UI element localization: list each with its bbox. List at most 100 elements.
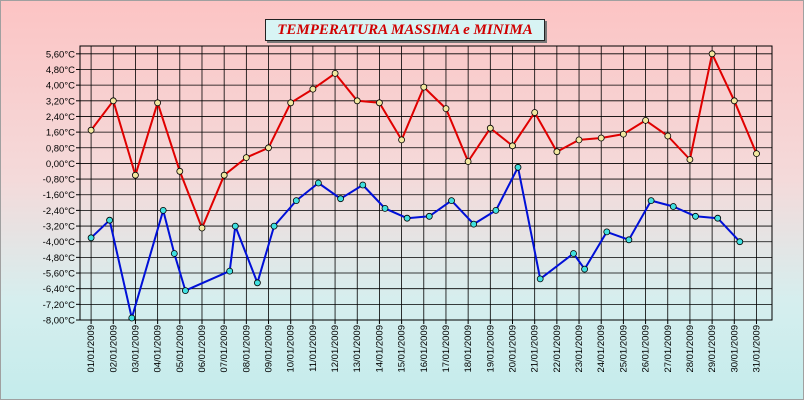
series-1-point [486, 124, 494, 132]
series-2-point [181, 287, 189, 295]
y-tick-label: 4,00°C [46, 81, 75, 92]
x-tick-label: 20/01/2009 [508, 325, 519, 373]
series-1-point [375, 99, 383, 107]
series-2-point [253, 279, 261, 287]
series-1-point [686, 156, 694, 163]
x-tick-label: 11/01/2009 [308, 325, 319, 372]
x-tick-label: 09/01/2009 [264, 325, 275, 373]
series-2-point [292, 197, 300, 205]
y-tick-label: 2,40°C [46, 112, 75, 123]
grid-lines [80, 46, 772, 320]
series-2-point [87, 234, 95, 242]
series-2-point [603, 228, 611, 236]
series-1-point [287, 99, 295, 107]
x-tick-label: 03/01/2009 [130, 325, 141, 373]
x-tick-label: 22/01/2009 [552, 325, 563, 373]
series-1-point [198, 224, 206, 232]
series-2-point [106, 216, 113, 224]
series-2-point [581, 265, 588, 273]
series-2-point [381, 204, 389, 212]
series-2-point [492, 206, 500, 214]
plot-area [79, 45, 773, 321]
series-1-point [509, 142, 516, 150]
x-tick-label: 01/01/2009 [86, 325, 97, 373]
series-1-point [109, 97, 117, 105]
series-2-point [514, 163, 522, 171]
x-tick-label: 06/01/2009 [197, 325, 208, 373]
x-tick-label: 31/01/2009 [751, 325, 762, 373]
series-2-point [570, 250, 577, 257]
series-1-point [553, 148, 561, 156]
x-tick-label: 12/01/2009 [330, 325, 341, 373]
series-1-point [398, 136, 406, 144]
y-tick-label: -4,80°C [43, 253, 75, 264]
y-tick-label: 4,80°C [46, 65, 75, 76]
series-2-point [669, 203, 677, 210]
x-tick-label: 27/01/2009 [663, 325, 674, 373]
series-2-point [226, 267, 234, 275]
series-1-point [597, 134, 605, 142]
y-tick-label: -1,60°C [43, 190, 75, 201]
y-axis: 5,60°C 4,80°C 4,00°C 3,20°C 2,40°C 1,60°C 0,80… [43, 49, 80, 327]
series-lines [87, 50, 760, 322]
series-1-point [730, 97, 738, 105]
series-1-point [708, 50, 716, 58]
series-1-point [642, 117, 649, 124]
y-tick-label: -5,60°C [43, 269, 75, 280]
x-tick-label: 18/01/2009 [463, 325, 474, 373]
series-1-point [242, 154, 250, 162]
series-1-point [420, 83, 428, 91]
chart-title: TEMPERATURA MASSIMA e MINIMA [265, 19, 545, 41]
x-tick-label: 07/01/2009 [219, 325, 230, 373]
series-1-point [664, 132, 672, 140]
series-2-point [170, 250, 178, 257]
y-tick-label: 0,00°C [46, 159, 75, 170]
series-1-point [265, 144, 272, 152]
series-2-point [403, 214, 411, 222]
series-1-point [331, 70, 339, 77]
x-tick-label: 15/01/2009 [397, 325, 408, 373]
y-tick-label: 3,20°C [46, 96, 75, 107]
x-tick-label: 17/01/2009 [441, 325, 452, 373]
series-2-point [425, 212, 433, 220]
x-tick-label: 19/01/2009 [485, 325, 496, 373]
series-2-point [692, 212, 699, 220]
y-tick-label: -2,40°C [43, 206, 75, 217]
y-tick-label: -4,00°C [43, 237, 75, 248]
series-1-point [87, 126, 95, 134]
x-tick-label: 24/01/2009 [596, 325, 607, 373]
series-2-point [359, 181, 367, 189]
series-2-point [448, 197, 455, 205]
series-2-point [128, 314, 136, 322]
series-2-point [625, 236, 633, 244]
x-tick-label: 23/01/2009 [574, 325, 585, 373]
series-1-point [131, 171, 139, 179]
x-tick-label: 14/01/2009 [374, 325, 385, 373]
x-tick-label: 29/01/2009 [707, 325, 718, 373]
y-tick-label: -3,20°C [43, 222, 75, 233]
x-tick-label: 13/01/2009 [352, 325, 363, 373]
x-tick-label: 04/01/2009 [153, 325, 164, 373]
series-1-point [353, 97, 361, 105]
x-tick-label: 30/01/2009 [729, 325, 740, 373]
x-tick-label: 21/01/2009 [530, 325, 541, 373]
x-tick-label: 16/01/2009 [419, 325, 430, 373]
y-tick-label: -6,40°C [43, 284, 75, 295]
series-2-point [536, 275, 544, 283]
x-tick-label: 02/01/2009 [108, 325, 119, 373]
x-tick-label: 08/01/2009 [241, 325, 252, 373]
series-1-point [442, 105, 450, 112]
series-2-point [337, 195, 345, 203]
y-tick-label: -8,00°C [43, 316, 75, 327]
x-tick-label: 25/01/2009 [618, 325, 629, 373]
y-tick-label: 0,80°C [46, 143, 75, 154]
y-tick-label: 1,60°C [46, 128, 75, 139]
series-2-line [90, 166, 741, 319]
x-tick-label: 10/01/2009 [286, 325, 297, 373]
y-tick-label: -7,20°C [43, 300, 75, 311]
y-tick-label: -0,80°C [43, 175, 75, 186]
series-1-point [464, 158, 472, 165]
series-2-point [470, 220, 478, 228]
x-tick-label: 28/01/2009 [685, 325, 696, 373]
